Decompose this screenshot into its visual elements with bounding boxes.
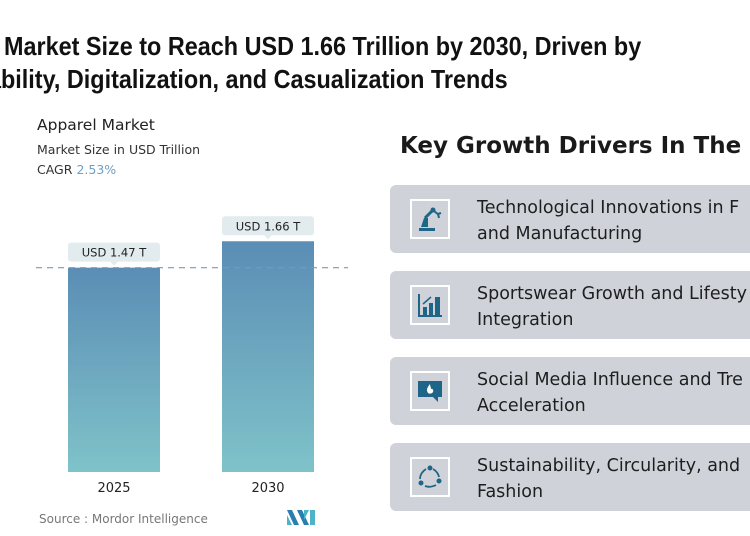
bar-2030 [222, 241, 314, 472]
bar-chart: USD 1.47 T 2025 USD 1.66 T 2030 [36, 216, 348, 496]
driver-card: Social Media Influence and Tre Accelerati… [390, 357, 750, 425]
driver-line2: and Manufacturing [477, 224, 643, 244]
drivers-heading: Key Growth Drivers In The M [400, 133, 750, 159]
driver-line1: Sportswear Growth and Lifesty [477, 284, 747, 304]
mordor-logo [287, 510, 315, 525]
page-title-line-1: Market Size to Reach USD 1.66 Trillion b… [4, 31, 642, 61]
page-title-line-2: ability, Digitalization, and Casualizati… [0, 64, 508, 94]
driver-line2: Fashion [477, 482, 544, 502]
cycle-icon [410, 457, 450, 497]
data-label-pointer [110, 261, 118, 266]
driver-line2: Acceleration [477, 396, 586, 416]
driver-line2: Integration [477, 310, 574, 330]
cagr-value: 2.53% [76, 162, 117, 177]
driver-line1: Social Media Influence and Tre [477, 370, 743, 390]
data-label: USD 1.66 T [236, 219, 301, 233]
driver-line1: Technological Innovations in F [477, 198, 740, 218]
data-label-bg [68, 242, 160, 262]
chart-title: Apparel Market [37, 116, 155, 134]
cagr: CAGR 2.53% [37, 162, 116, 177]
driver-card: Sportswear Growth and Lifesty Integration [390, 271, 750, 339]
data-label-pointer [264, 235, 272, 240]
chart-subtitle: Market Size in USD Trillion [37, 142, 201, 157]
data-label: USD 1.47 T [82, 246, 147, 260]
driver-card: Technological Innovations in F and Manufa… [390, 185, 750, 253]
chat-flame-icon [410, 371, 450, 411]
bar-2025 [68, 267, 160, 472]
robot-arm-icon [410, 199, 450, 239]
source-text: Source : Mordor Intelligence [39, 512, 208, 526]
driver-card: Sustainability, Circularity, and Fashion [390, 443, 750, 511]
growth-chart-icon [410, 285, 450, 325]
driver-line1: Sustainability, Circularity, and [477, 456, 741, 476]
cagr-label: CAGR [37, 162, 73, 177]
data-label-bg [222, 216, 314, 236]
x-tick-label: 2025 [97, 481, 130, 496]
x-tick-label: 2030 [251, 481, 284, 496]
